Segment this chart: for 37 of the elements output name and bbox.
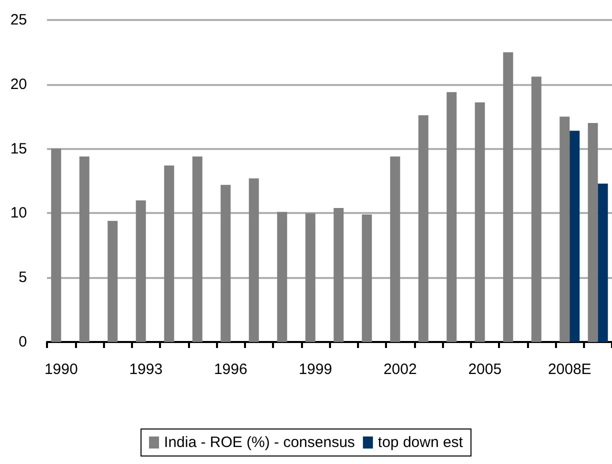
bar <box>277 212 288 342</box>
bar <box>248 178 259 342</box>
bar <box>474 102 485 342</box>
y-tick-label: 25 <box>10 12 27 28</box>
bar <box>108 220 118 342</box>
bar <box>362 214 372 342</box>
bar <box>136 200 146 342</box>
bar <box>79 156 90 342</box>
bar <box>446 92 457 342</box>
bar <box>51 148 62 342</box>
y-tick-label: 20 <box>10 76 27 93</box>
y-tick-label: 5 <box>18 269 27 286</box>
x-tick-label: 2002 <box>383 361 417 378</box>
x-tick-label: 2008E <box>548 361 592 378</box>
bar <box>305 213 316 342</box>
y-tick-label: 15 <box>10 140 27 158</box>
bar <box>390 156 400 342</box>
bar <box>192 156 202 342</box>
bar <box>220 184 231 342</box>
bar <box>164 166 174 342</box>
x-tick-label: 1990 <box>44 361 78 378</box>
x-tick-label: 1999 <box>298 361 332 378</box>
x-tick-label: 1996 <box>214 361 248 378</box>
y-tick-label: 10 <box>10 204 27 222</box>
bar <box>531 76 542 342</box>
bar <box>570 130 580 342</box>
bar <box>588 123 598 342</box>
legend-label: India - ROE (%) - consensus <box>164 434 355 451</box>
bar <box>560 116 570 342</box>
bar <box>418 115 428 342</box>
x-tick-label: 1993 <box>129 361 163 378</box>
bar <box>598 184 608 342</box>
bar <box>334 208 344 342</box>
y-tick-label: 0 <box>18 334 27 350</box>
legend-label: top down est <box>378 434 464 451</box>
x-tick-label: 2005 <box>468 361 502 378</box>
bar <box>503 52 514 342</box>
